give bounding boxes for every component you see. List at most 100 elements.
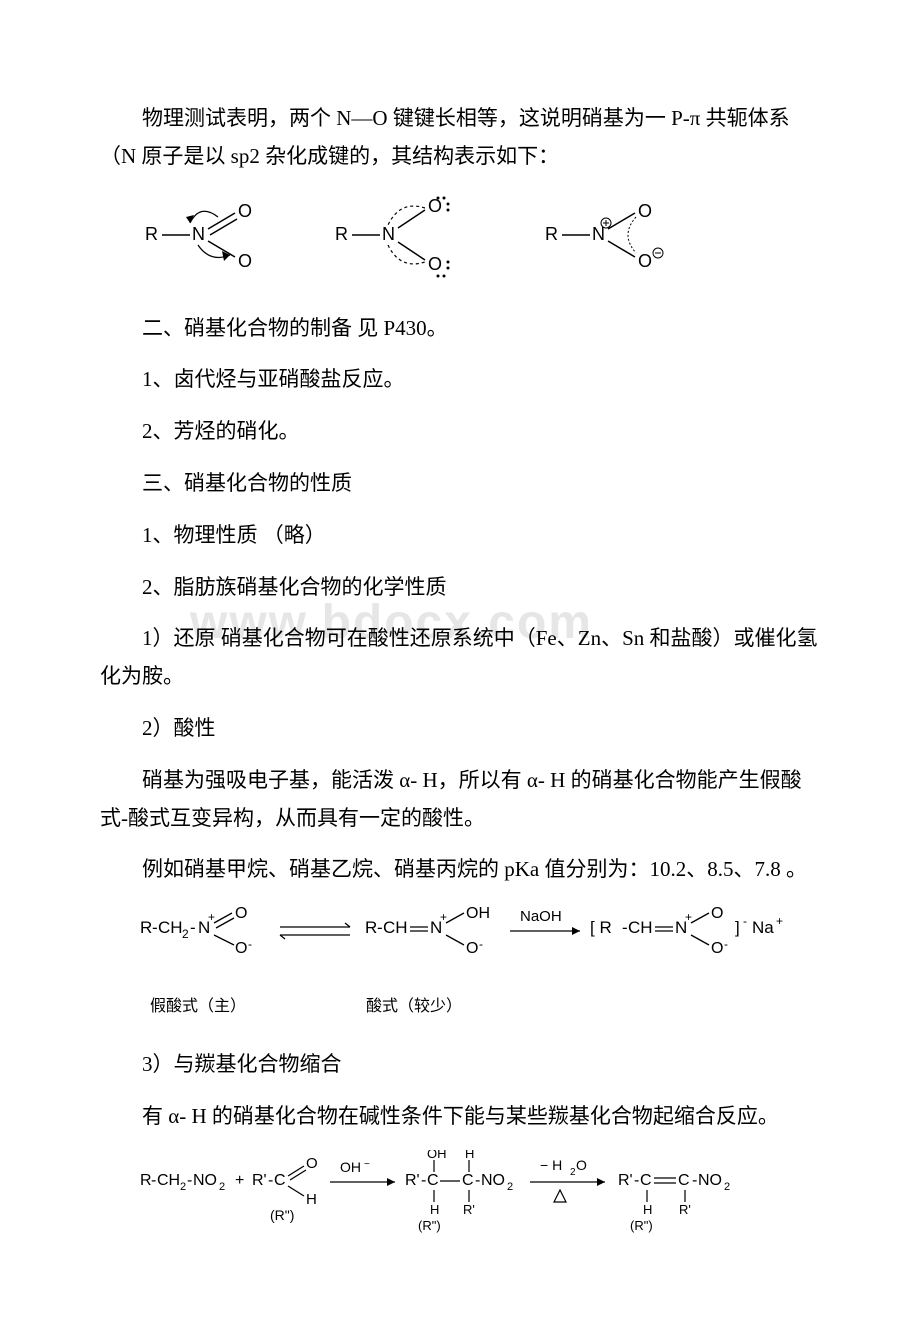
svg-text:CH: CH xyxy=(157,1172,180,1189)
svg-text:2: 2 xyxy=(507,1181,513,1193)
resonance-3: R N O O xyxy=(540,195,670,275)
item-acidity: 2）酸性 xyxy=(100,710,820,748)
item-phys: 1、物理性质 （略） xyxy=(100,517,820,555)
item-prep-2: 2、芳烃的硝化。 xyxy=(100,413,820,451)
svg-text:N: N xyxy=(192,224,205,244)
svg-text:O: O xyxy=(638,251,652,271)
svg-text:H: H xyxy=(643,1202,652,1217)
svg-text:OH: OH xyxy=(466,905,490,922)
svg-text:(R"): (R") xyxy=(630,1218,653,1233)
svg-text:+: + xyxy=(776,914,783,928)
para-acidity-1: 硝基为强吸电子基，能活泼 α- H，所以有 α- H 的硝基化合物能产生假酸式-… xyxy=(100,762,820,838)
svg-text:R: R xyxy=(545,224,558,244)
resonance-2: R N O O xyxy=(330,190,480,280)
svg-text:-: - xyxy=(634,1172,639,1189)
svg-text:C: C xyxy=(640,1172,652,1189)
item-condensation: 3）与羰基化合物缩合 xyxy=(100,1046,820,1084)
svg-text:[ R: [ R xyxy=(590,918,612,937)
svg-text:R: R xyxy=(140,918,152,937)
svg-text:C: C xyxy=(427,1172,439,1189)
svg-text:C: C xyxy=(462,1172,474,1189)
svg-text:CH: CH xyxy=(383,918,408,937)
svg-text:N: N xyxy=(382,224,395,244)
svg-text:O: O xyxy=(238,201,252,221)
svg-text:-: - xyxy=(622,918,628,937)
heading-props: 三、硝基化合物的性质 xyxy=(100,465,820,503)
svg-text:R': R' xyxy=(679,1202,691,1217)
svg-text:O: O xyxy=(235,940,247,957)
para-condensation: 有 α- H 的硝基化合物在碱性条件下能与某些羰基化合物起缩合反应。 xyxy=(100,1098,820,1136)
svg-text:R: R xyxy=(145,224,158,244)
svg-text:CH: CH xyxy=(628,918,653,937)
svg-text:-: - xyxy=(421,1172,426,1189)
figure-resonance-structures: R N O O R N xyxy=(140,190,820,280)
svg-text:O: O xyxy=(638,201,652,221)
svg-text:(R"): (R") xyxy=(270,1207,294,1223)
svg-text:CH: CH xyxy=(158,918,183,937)
svg-text:-: - xyxy=(152,918,158,937)
svg-text:-: - xyxy=(190,918,196,937)
svg-text:R': R' xyxy=(463,1202,475,1217)
svg-text:-: - xyxy=(724,937,728,951)
svg-text:R: R xyxy=(365,918,377,937)
svg-text:-: - xyxy=(268,1172,273,1189)
svg-text:− H: − H xyxy=(540,1157,562,1173)
svg-text:NO: NO xyxy=(698,1172,722,1189)
svg-text:C: C xyxy=(274,1172,286,1189)
svg-text:O: O xyxy=(466,940,478,957)
item-prep-1: 1、卤代烃与亚硝酸盐反应。 xyxy=(100,361,820,399)
svg-text:O: O xyxy=(711,940,723,957)
svg-text:(R"): (R") xyxy=(418,1218,441,1233)
label-acid-form: 酸式（较少） xyxy=(366,992,462,1016)
item-chem: 2、脂肪族硝基化合物的化学性质 xyxy=(100,569,820,607)
resonance-1: R N O O xyxy=(140,195,270,275)
svg-text:-: - xyxy=(187,1172,192,1189)
svg-text:O: O xyxy=(306,1155,318,1172)
svg-text:-: - xyxy=(475,1172,480,1189)
svg-text:NO: NO xyxy=(193,1172,217,1189)
svg-text:O: O xyxy=(235,905,247,922)
svg-text:-: - xyxy=(743,914,747,928)
svg-text:H: H xyxy=(465,1150,474,1161)
svg-text:2: 2 xyxy=(182,927,189,941)
figure-tautomer-equilibrium: R - CH 2 - N + O O - xyxy=(140,903,820,1016)
para-acidity-2: 例如硝基甲烷、硝基乙烷、硝基丙烷的 pKa 值分别为：10.2、8.5、7.8 … xyxy=(100,851,820,889)
svg-text:O: O xyxy=(576,1157,587,1173)
svg-text:-: - xyxy=(151,1172,156,1189)
svg-text:+: + xyxy=(208,910,215,924)
svg-text:R': R' xyxy=(405,1172,420,1189)
svg-text:-: - xyxy=(692,1172,697,1189)
svg-text:O: O xyxy=(428,196,442,216)
svg-text:H: H xyxy=(306,1191,317,1208)
svg-text:O: O xyxy=(238,251,252,271)
svg-text:-: - xyxy=(479,937,483,951)
svg-text:−: − xyxy=(364,1159,370,1170)
svg-text:OH: OH xyxy=(427,1150,447,1161)
svg-text:C: C xyxy=(678,1172,690,1189)
svg-text:Na: Na xyxy=(752,918,774,937)
svg-text:O: O xyxy=(428,254,442,274)
svg-text:2: 2 xyxy=(724,1181,730,1193)
svg-text:2: 2 xyxy=(219,1181,225,1193)
svg-text:H: H xyxy=(430,1202,439,1217)
heading-prep: 二、硝基化合物的制备 见 P430。 xyxy=(100,310,820,348)
svg-text:R': R' xyxy=(252,1172,267,1189)
svg-text:NaOH: NaOH xyxy=(520,908,562,925)
svg-text:R: R xyxy=(140,1172,152,1189)
svg-text:NO: NO xyxy=(481,1172,505,1189)
svg-text:2: 2 xyxy=(180,1181,186,1193)
svg-text:+: + xyxy=(440,910,447,924)
paragraph-intro: 物理测试表明，两个 N—O 键键长相等，这说明硝基为一 P-π 共轭体系（N 原… xyxy=(100,100,820,176)
label-false-acid: 假酸式（主） xyxy=(150,992,246,1016)
svg-text:-: - xyxy=(377,918,383,937)
item-reduction: 1）还原 硝基化合物可在酸性还原系统中（Fe、Zn、Sn 和盐酸）或催化氢化为胺… xyxy=(100,620,820,696)
svg-text:-: - xyxy=(248,937,252,951)
svg-text:O: O xyxy=(711,905,723,922)
figure-condensation-reaction: R - CH 2 - NO 2 + R' - C O H (R") OH xyxy=(140,1150,820,1245)
svg-text:R: R xyxy=(335,224,348,244)
svg-text:+: + xyxy=(235,1172,244,1189)
svg-text:+: + xyxy=(685,910,692,924)
svg-text:OH: OH xyxy=(340,1159,361,1175)
svg-text:]: ] xyxy=(735,918,740,937)
svg-text:R': R' xyxy=(618,1172,633,1189)
